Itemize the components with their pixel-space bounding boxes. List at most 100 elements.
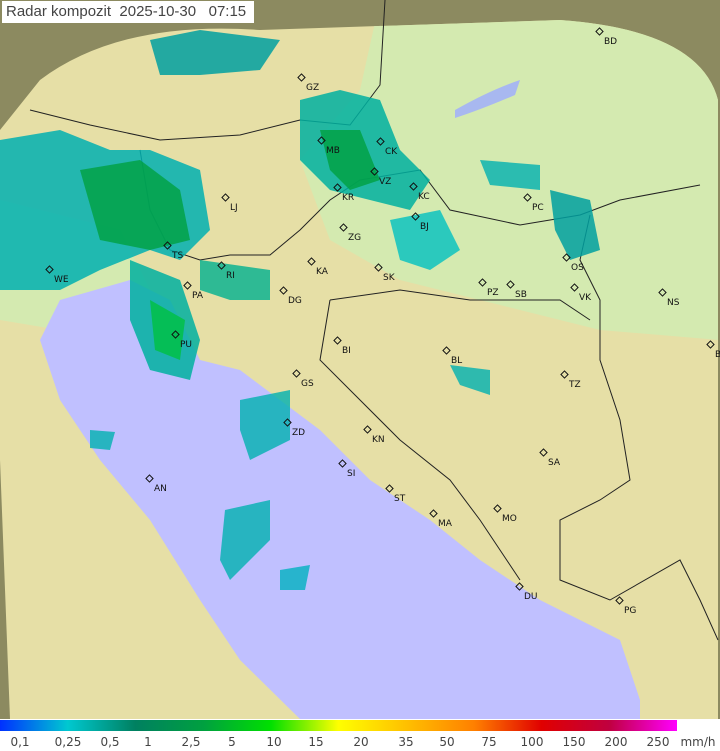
adriatic-sea [40,280,640,719]
city-label: BI [342,346,351,356]
city-marker-icon [317,136,326,145]
city-marker-icon [163,241,172,250]
legend-label: 150 [562,735,586,749]
city-marker-icon [506,280,515,289]
legend-unit: mm/h [680,735,716,749]
city-marker-icon [45,265,54,274]
city-label: ZG [348,233,361,243]
legend-label: 2,5 [181,735,201,749]
city-label: PA [192,291,204,301]
city-label: ZD [292,428,305,438]
city-label: VZ [379,177,391,187]
city-label: TZ [568,380,581,390]
city-marker-icon [374,263,383,272]
city-label: NS [667,298,680,308]
city-marker-icon [515,582,524,591]
city-markers: BD GZ MB CK VZ KR KC LJ ZG BJ PC TS WE RI KA SK OS PZ SB VK… [45,27,720,616]
city-label: BG [715,350,720,360]
city-marker-icon [171,330,180,339]
city-marker-icon [279,286,288,295]
city-label: AN [154,484,167,494]
legend-label: 5 [228,735,236,749]
city-marker-icon [539,448,548,457]
city-marker-icon [442,346,451,355]
city-label: PC [532,203,544,213]
city-marker-icon [560,370,569,379]
city-label: BJ [420,222,429,232]
city-label: SK [383,273,396,283]
city-marker-icon [376,137,385,146]
city-marker-icon [411,212,420,221]
city-marker-icon [333,336,342,345]
city-label: SA [548,458,561,468]
city-label: MO [502,514,517,524]
legend-label: 0,5 [100,735,120,749]
color-scale-bar [0,720,677,731]
city-label: WE [54,275,69,285]
city-marker-icon [333,183,342,192]
city-marker-icon [409,182,418,191]
city-label: GZ [306,83,319,93]
city-marker-icon [429,509,438,518]
city-label: OS [571,263,584,273]
city-marker-icon [706,340,715,349]
radar-map[interactable]: BD GZ MB CK VZ KR KC LJ ZG BJ PC TS WE RI KA SK OS PZ SB VK… [0,0,720,719]
city-marker-icon [658,288,667,297]
legend-label: 0,25 [54,735,82,749]
city-label: MB [326,146,340,156]
precipitation [0,30,600,590]
lake-balaton [455,80,520,118]
city-label: KR [342,193,354,203]
city-marker-icon [478,278,487,287]
legend-label: 0,1 [10,735,30,749]
legend-label: 35 [398,735,414,749]
city-marker-icon [221,193,230,202]
legend-label: 50 [439,735,455,749]
legend-label: 250 [646,735,670,749]
city-marker-icon [297,73,306,82]
legend-label: 10 [266,735,282,749]
city-marker-icon [363,425,372,434]
city-label: VK [579,293,592,303]
city-marker-icon [385,484,394,493]
legend-label: 200 [604,735,628,749]
city-label: DG [288,296,302,306]
city-marker-icon [370,167,379,176]
legend-label: 75 [481,735,497,749]
city-label: PG [624,606,636,616]
city-label: MA [438,519,453,529]
city-marker-icon [595,27,604,36]
legend-label: 20 [353,735,369,749]
city-label: KA [316,267,329,277]
city-label: CK [385,147,398,157]
city-marker-icon [339,223,348,232]
city-marker-icon [338,459,347,468]
city-marker-icon [570,283,579,292]
city-marker-icon [523,193,532,202]
city-label: LJ [230,203,238,213]
city-label: ST [394,494,406,504]
city-label: SI [347,469,355,479]
city-marker-icon [292,369,301,378]
city-label: DU [524,592,538,602]
city-marker-icon [283,418,292,427]
legend-label: 1 [144,735,152,749]
map-title: Radar kompozit 2025-10-30 07:15 [2,1,255,23]
city-label: RI [226,271,235,281]
legend-label: 100 [520,735,544,749]
city-label: PZ [487,288,499,298]
city-label: BD [604,37,617,47]
city-marker-icon [493,504,502,513]
city-label: TS [171,251,183,261]
city-label: GS [301,379,314,389]
city-label: KC [418,192,430,202]
city-marker-icon [217,261,226,270]
city-marker-icon [183,281,192,290]
city-marker-icon [307,257,316,266]
city-label: SB [515,290,527,300]
city-marker-icon [145,474,154,483]
legend-label: 15 [308,735,324,749]
city-marker-icon [562,253,571,262]
city-label: KN [372,435,385,445]
city-label: BL [451,356,462,366]
